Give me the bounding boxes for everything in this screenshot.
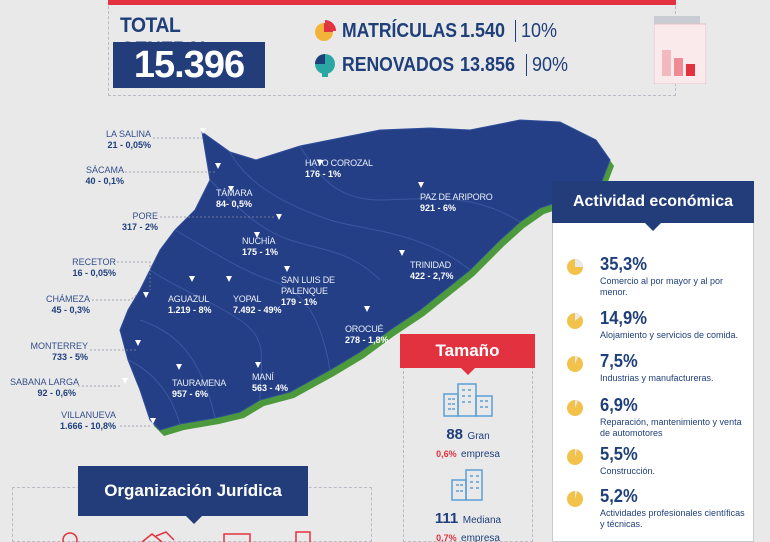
label-orocue: OROCUÉ 278 - 1,8% bbox=[345, 324, 389, 345]
label-paz-de-ariporo: PAZ DE ARIPORO 921 - 6% bbox=[420, 192, 493, 213]
tamano-notch bbox=[460, 367, 476, 375]
top-accent-bar bbox=[108, 0, 676, 5]
divider bbox=[515, 20, 517, 42]
renovados-icon bbox=[315, 54, 335, 77]
tamano-mediana: 111 Mediana 0,7% empresa bbox=[434, 510, 502, 542]
renovados-label: RENOVADOS bbox=[342, 53, 455, 76]
label-recetor: RECETOR 16 - 0,05% bbox=[72, 257, 116, 278]
label-aguazul: AGUAZUL 1.219 - 8% bbox=[168, 294, 212, 315]
pie-icon bbox=[567, 313, 583, 329]
matriculas-label: MATRÍCULAS bbox=[342, 19, 458, 42]
organizacion-title: Organización Jurídica bbox=[78, 466, 308, 516]
actividad-panel bbox=[552, 181, 754, 542]
actividad-item: 14,9% Alojamiento y servicios de comida. bbox=[566, 308, 746, 344]
map-shape bbox=[78, 119, 614, 436]
label-san-luis-de-palenque: SAN LUIS DE PALENQUE 179 - 1% bbox=[281, 275, 335, 307]
label-monterrey: MONTERREY 733 - 5% bbox=[30, 341, 88, 362]
matriculas-icon bbox=[315, 20, 336, 41]
medium-building-icon bbox=[451, 469, 483, 501]
matriculas-row: MATRÍCULAS 1.540 10% bbox=[312, 16, 561, 46]
actividad-item: 5,5% Construcción. bbox=[566, 444, 746, 480]
actividad-notch bbox=[644, 222, 662, 231]
actividad-item: 6,9% Reparación, mantenimiento y venta d… bbox=[566, 395, 746, 439]
label-mani: MANÍ 563 - 4% bbox=[252, 372, 289, 393]
tamano-title: Tamaño bbox=[400, 334, 535, 368]
pie-icon bbox=[567, 259, 583, 275]
pie-icon bbox=[567, 356, 583, 372]
large-building-icon bbox=[443, 383, 493, 417]
label-chameza: CHÁMEZA 45 - 0,3% bbox=[45, 294, 90, 315]
label-yopal: YOPAL 7.492 - 49% bbox=[233, 294, 282, 315]
label-la-salina: LA SALINA 21 - 0,05% bbox=[105, 129, 151, 150]
label-tamara: TÁMARA 84- 0,5% bbox=[216, 188, 253, 209]
organizacion-icons bbox=[62, 531, 311, 542]
label-nuchia: NUCHÍA 175 - 1% bbox=[242, 236, 279, 257]
tamano-gran: 88 Gran 0,6% empresa bbox=[436, 426, 500, 460]
renovados-row: RENOVADOS 13.856 90% bbox=[312, 50, 572, 80]
renovados-value: 13.856 bbox=[460, 53, 516, 76]
pie-icon bbox=[567, 400, 583, 416]
label-sacama: SÁCAMA 40 - 0,1% bbox=[85, 165, 124, 186]
actividad-item: 7,5% Industrias y manufactureras. bbox=[566, 351, 746, 387]
label-sabana-larga: SABANA LARGA 92 - 0,6% bbox=[10, 377, 80, 398]
label-tauramena: TAURAMENA 957 - 6% bbox=[172, 378, 227, 399]
organizacion-notch bbox=[185, 515, 203, 524]
pie-icon bbox=[567, 491, 583, 507]
casanare-map: LA SALINA 21 - 0,05% SÁCAMA 40 - 0,1% PO… bbox=[0, 100, 770, 542]
label-villanueva: VILLANUEVA 1.666 - 10,8% bbox=[59, 410, 116, 431]
renovados-pct: 90% bbox=[532, 53, 569, 76]
matriculas-value: 1.540 bbox=[460, 19, 506, 42]
actividad-item: 5,2% Actividades profesionales científic… bbox=[566, 486, 746, 532]
actividad-title: Actividad económica bbox=[552, 181, 754, 223]
label-hato-corozal: HATO COROZAL 176 - 1% bbox=[305, 158, 373, 179]
divider bbox=[526, 54, 528, 76]
label-pore: PORE 317 - 2% bbox=[121, 211, 158, 232]
matriculas-pct: 10% bbox=[521, 19, 558, 42]
pie-icon bbox=[567, 449, 583, 465]
bar-chart-icon bbox=[654, 16, 706, 84]
total-value: 15.396 bbox=[113, 42, 265, 88]
label-trinidad: TRINIDAD 422 - 2,7% bbox=[410, 260, 454, 281]
actividad-item: 35,3% Comercio al por mayor y al por men… bbox=[566, 254, 746, 297]
